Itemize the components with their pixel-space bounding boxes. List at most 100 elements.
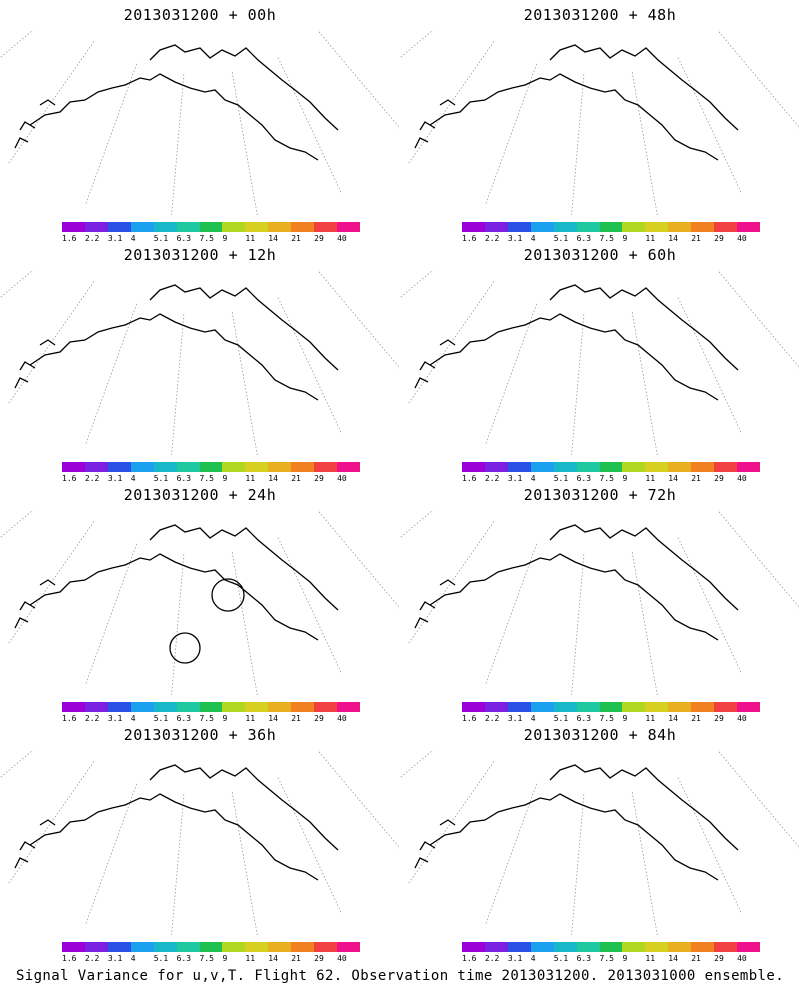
colorbar-tick-label: 40 bbox=[737, 954, 747, 963]
variance-field bbox=[166, 295, 274, 323]
colorbar bbox=[62, 942, 360, 952]
colorbar-tick-label: 4 bbox=[130, 714, 136, 723]
variance-field bbox=[550, 640, 641, 680]
variance-field bbox=[606, 538, 800, 563]
variance-field bbox=[571, 647, 633, 674]
colorbar-tick-label: 14 bbox=[668, 714, 678, 723]
variance-field bbox=[571, 887, 633, 914]
variance-field bbox=[178, 845, 342, 935]
variance-field bbox=[559, 785, 577, 795]
colorbar-segment bbox=[291, 462, 315, 472]
variance-field bbox=[561, 352, 613, 379]
variance-field bbox=[500, 92, 620, 169]
colorbar-tick-label: 3.1 bbox=[507, 714, 523, 723]
colorbar-segment bbox=[62, 462, 85, 472]
variance-field bbox=[478, 36, 622, 83]
colorbar-labels: 1.6 2.2 3.1 4 5.1 6.3 7.5 9 11 14 21 29 40 bbox=[462, 234, 760, 244]
colorbar-segment bbox=[176, 942, 200, 952]
colorbar-segment bbox=[484, 462, 508, 472]
variance-field bbox=[497, 396, 561, 424]
colorbar-segment bbox=[130, 222, 154, 232]
variance-field bbox=[550, 880, 641, 920]
variance-field bbox=[607, 291, 773, 323]
variance-field bbox=[457, 510, 643, 563]
colorbar-tick-label: 11 bbox=[645, 714, 656, 723]
colorbar-segment bbox=[291, 222, 315, 232]
variance-field bbox=[550, 350, 770, 456]
colorbar-tick-label: 14 bbox=[268, 474, 278, 483]
colorbar-tick-label: 6.3 bbox=[576, 474, 592, 483]
variance-field bbox=[517, 574, 703, 686]
variance-field bbox=[489, 767, 800, 803]
colorbar-tick-label: 9 bbox=[622, 474, 628, 483]
variance-field bbox=[446, 118, 734, 215]
colorbar-segment bbox=[576, 222, 600, 232]
colorbar-segment bbox=[507, 702, 531, 712]
variance-field bbox=[625, 355, 683, 386]
colorbar-segment bbox=[668, 462, 692, 472]
variance-field bbox=[524, 36, 716, 83]
colorbar-tick-label: 14 bbox=[668, 234, 678, 243]
colorbar-segment bbox=[484, 942, 508, 952]
colorbar-tick-label: 2.2 bbox=[484, 714, 500, 723]
variance-field bbox=[608, 589, 687, 631]
variance-field bbox=[587, 544, 659, 563]
variance-field bbox=[578, 837, 608, 853]
variance-field bbox=[187, 544, 259, 563]
colorbar-tick-label: 29 bbox=[314, 474, 324, 483]
colorbar-segment bbox=[337, 942, 360, 952]
variance-field bbox=[587, 784, 659, 803]
colorbar-tick-label: 21 bbox=[691, 714, 701, 723]
colorbar-tick-label: 9 bbox=[622, 954, 628, 963]
variance-field bbox=[497, 876, 561, 904]
variance-field bbox=[547, 838, 585, 862]
colorbar-tick-label: 4 bbox=[530, 954, 536, 963]
variance-field bbox=[256, 566, 375, 634]
colorbar-tick-label: 7.5 bbox=[199, 954, 214, 963]
variance-field bbox=[536, 582, 784, 695]
colorbar-tick-label: 5.1 bbox=[153, 474, 169, 483]
colorbar-segment bbox=[576, 702, 600, 712]
variance-field bbox=[608, 349, 687, 391]
colorbar-tick-label: 6.3 bbox=[176, 954, 192, 963]
colorbar-tick-label: 6.3 bbox=[576, 954, 592, 963]
variance-field bbox=[543, 825, 619, 865]
polar-map bbox=[0, 270, 400, 455]
variance-field bbox=[138, 763, 302, 803]
colorbar-tick-label: 2.2 bbox=[484, 474, 500, 483]
colorbar-tick-label: 40 bbox=[337, 234, 347, 243]
colorbar-segment bbox=[199, 462, 223, 472]
variance-field bbox=[73, 821, 152, 860]
variance-field bbox=[537, 535, 723, 563]
variance-field bbox=[543, 345, 619, 385]
colorbar-tick-label: 29 bbox=[714, 714, 724, 723]
variance-field bbox=[482, 560, 638, 563]
colorbar-segment bbox=[622, 942, 646, 952]
colorbar-labels: 1.6 2.2 3.1 4 5.1 6.3 7.5 9 11 14 21 29 40 bbox=[62, 234, 360, 244]
colorbar-segment bbox=[462, 702, 485, 712]
variance-field bbox=[479, 151, 567, 190]
coastline bbox=[414, 764, 739, 881]
coastline bbox=[414, 284, 739, 401]
colorbar-segment bbox=[668, 942, 692, 952]
colorbar-segment bbox=[291, 702, 315, 712]
variance-field bbox=[559, 842, 585, 859]
colorbar-labels: 1.6 2.2 3.1 4 5.1 6.3 7.5 9 11 14 21 29 40 bbox=[62, 714, 360, 724]
colorbar-segment bbox=[737, 462, 760, 472]
colorbar-segment bbox=[553, 462, 577, 472]
colorbar-segment bbox=[599, 222, 623, 232]
colorbar-segment bbox=[691, 462, 715, 472]
variance-field bbox=[607, 571, 660, 599]
colorbar-tick-label: 6.3 bbox=[576, 714, 592, 723]
variance-field bbox=[402, 755, 748, 803]
colorbar-tick-label: 7.5 bbox=[599, 954, 614, 963]
variance-field bbox=[559, 545, 577, 555]
variance-field bbox=[608, 109, 687, 151]
variance-field bbox=[490, 106, 548, 134]
variance-field bbox=[400, 299, 634, 323]
colorbar-segment bbox=[622, 702, 646, 712]
colorbar-segment bbox=[484, 222, 508, 232]
colorbar-tick-label: 5.1 bbox=[553, 714, 569, 723]
colorbar-segment bbox=[691, 702, 715, 712]
colorbar-tick-label: 4 bbox=[130, 954, 136, 963]
